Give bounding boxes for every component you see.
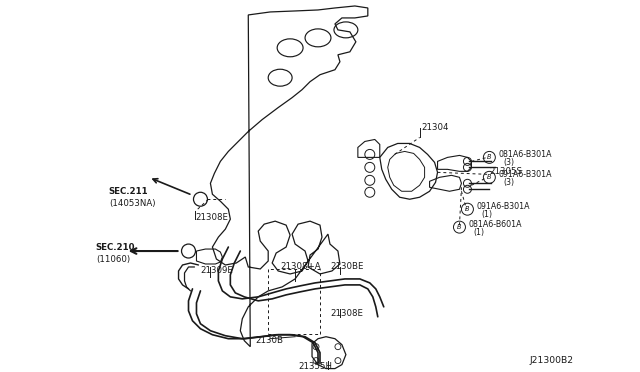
Text: 2130B: 2130B — [255, 336, 284, 345]
Text: B: B — [487, 154, 492, 160]
Text: 21305S: 21305S — [490, 167, 522, 176]
Text: 091A6-B301A: 091A6-B301A — [499, 170, 552, 179]
Text: 081A6-B301A: 081A6-B301A — [499, 150, 552, 159]
Text: 21309E: 21309E — [200, 266, 234, 275]
Text: SEC.211: SEC.211 — [109, 187, 148, 196]
Text: 21308+A: 21308+A — [280, 263, 321, 272]
Text: (14053NA): (14053NA) — [109, 199, 156, 208]
Text: 2130BE: 2130BE — [330, 263, 364, 272]
Text: 21355H: 21355H — [298, 362, 332, 371]
Text: (1): (1) — [474, 228, 484, 237]
Text: B: B — [487, 174, 492, 180]
Text: 091A6-B301A: 091A6-B301A — [476, 202, 530, 211]
Text: (11060): (11060) — [96, 254, 130, 263]
Text: (3): (3) — [503, 178, 515, 187]
Text: SEC.210: SEC.210 — [96, 243, 135, 251]
Text: (3): (3) — [503, 158, 515, 167]
Text: 21308E: 21308E — [195, 213, 228, 222]
Text: 21304: 21304 — [422, 123, 449, 132]
Text: J21300B2: J21300B2 — [529, 356, 573, 365]
Text: B: B — [465, 206, 470, 212]
Text: B: B — [457, 224, 461, 230]
Text: (1): (1) — [481, 210, 492, 219]
Text: 081A6-B601A: 081A6-B601A — [468, 219, 522, 229]
Text: 21308E: 21308E — [330, 309, 363, 318]
